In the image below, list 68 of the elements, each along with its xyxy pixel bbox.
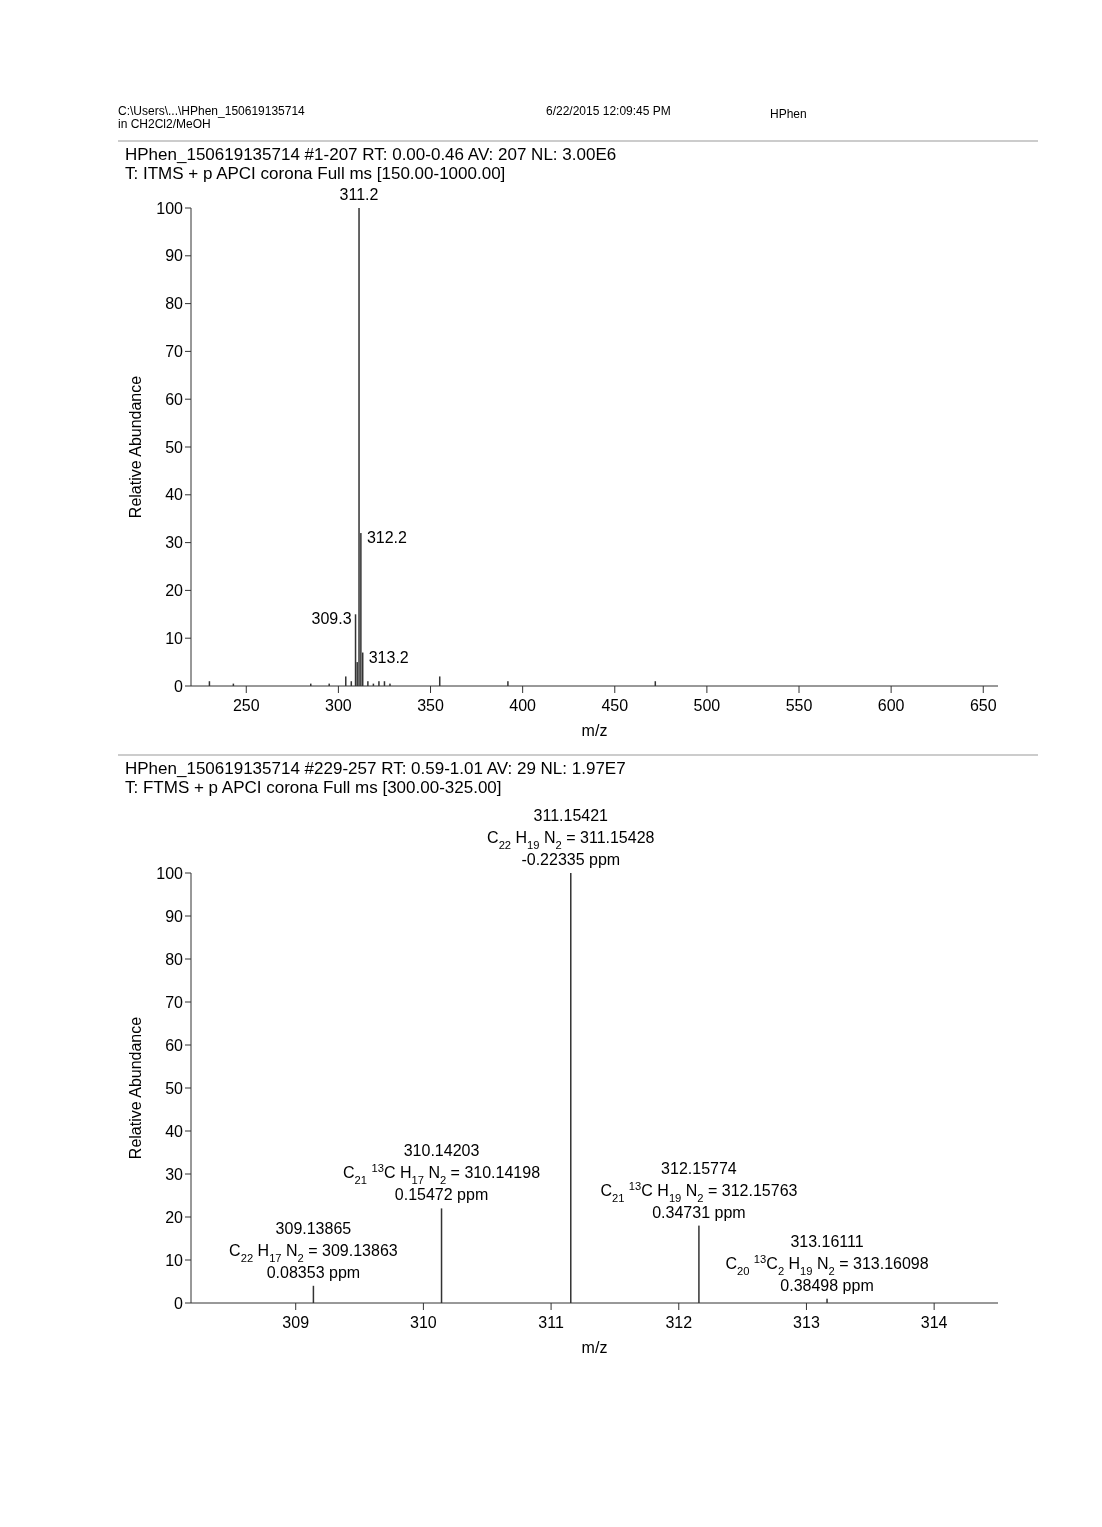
y-tick-label: 70 [165,993,184,1011]
y-tick-label: 60 [165,1036,184,1054]
y-tick-label: 70 [165,343,184,360]
text: 311.15421 [533,807,609,824]
x-tick-label: 310 [410,1314,437,1331]
chart-title: HPhen_150619135714 #229-257 RT: 0.59-1.01 AV: 29 NL: 1.97E7 [125,759,626,778]
y-tick-label: 0 [174,677,184,695]
y-tick-label: 100 [156,199,184,217]
y-tick-label: 40 [165,1122,184,1140]
y-tick-label: 90 [165,247,184,265]
x-tick-label: 450 [601,697,629,714]
text: C$_{22}$ H$_{19}$ N$_{2}$ = 311.15428 [487,829,655,851]
chart-subtitle: T: FTMS + p APCI corona Full ms [300.00-325.00] [125,778,502,797]
x-axis-title: m/z [581,722,608,739]
text: HPhen [770,107,807,121]
y-tick-label: 50 [165,438,184,456]
y-tick-label: 50 [165,1079,184,1097]
x-tick-label: 313 [793,1314,820,1331]
annotation: 310.14203 [403,1142,480,1160]
annotation: C$_{21}$ $^{13}$C H$_{19}$ N$_{2}$ = 312.15763 [600,1179,798,1204]
x-tick-label: 350 [417,697,444,714]
annotation: 311.2 [339,186,379,203]
annotation: 312.2 [366,529,408,547]
y-tick-label: 10 [165,629,184,647]
x-tick-label: 309 [282,1314,310,1331]
annotation: C$_{22}$ H$_{17}$ N$_{2}$ = 309.13863 [229,1241,398,1264]
y-tick-label: 60 [165,390,184,408]
text: -0.22335 ppm [521,851,621,868]
x-tick-label: 314 [920,1314,948,1331]
annotation: 0.08353 ppm [266,1263,361,1281]
chart-subtitle: T: ITMS + p APCI corona Full ms [150.00-1000.00] [125,164,506,183]
annotation: C$_{21}$ $^{13}$C H$_{17}$ N$_{2}$ = 310.14198 [343,1162,541,1187]
annotation: 313.16111 [790,1232,864,1250]
x-tick-label: 311 [538,1314,564,1331]
text: in CH2Cl2/MeOH [118,117,211,131]
x-tick-label: 650 [969,697,997,714]
x-tick-label: 600 [877,697,905,714]
x-tick-label: 250 [232,697,260,714]
y-tick-label: 80 [165,950,184,968]
x-tick-label: 300 [325,697,352,714]
y-tick-label: 40 [165,486,184,504]
y-axis-title: Relative Abundance [127,1016,144,1160]
y-tick-label: 10 [165,1251,184,1269]
y-tick-label: 90 [165,907,184,925]
text: C:\Users\...\HPhen_150619135714 [118,104,306,118]
annotation: 313.2 [368,648,409,666]
x-tick-label: 312 [665,1314,693,1331]
y-axis-title: Relative Abundance [127,375,144,519]
text: C$_{20}$ $^{13}$C$_{2}$ H$_{19}$ N$_{2}$ = 313.16098 [725,1252,929,1277]
chart-title: HPhen_150619135714 #1-207 RT: 0.00-0.46 AV: 207 NL: 3.00E6 [125,145,617,164]
y-tick-label: 0 [174,1294,184,1312]
annotation: 309.13865 [275,1219,352,1237]
text: 6/22/2015 12:09:45 PM [546,104,671,118]
y-tick-label: 20 [165,1208,184,1226]
x-tick-label: 400 [509,697,537,714]
annotation: 0.34731 ppm [652,1203,746,1221]
annotation: 0.15472 ppm [394,1186,489,1204]
y-tick-label: 30 [165,1165,184,1183]
annotation: 0.38498 ppm [780,1276,874,1294]
annotation: 312.15774 [661,1159,737,1177]
x-tick-label: 550 [785,697,813,714]
y-tick-label: 20 [165,582,184,599]
x-tick-label: 500 [693,697,721,714]
x-axis-title: m/z [581,1339,608,1356]
y-tick-label: 100 [156,864,184,882]
y-tick-label: 30 [165,534,184,552]
annotation: 309.3 [311,610,352,628]
y-tick-label: 80 [165,295,184,313]
